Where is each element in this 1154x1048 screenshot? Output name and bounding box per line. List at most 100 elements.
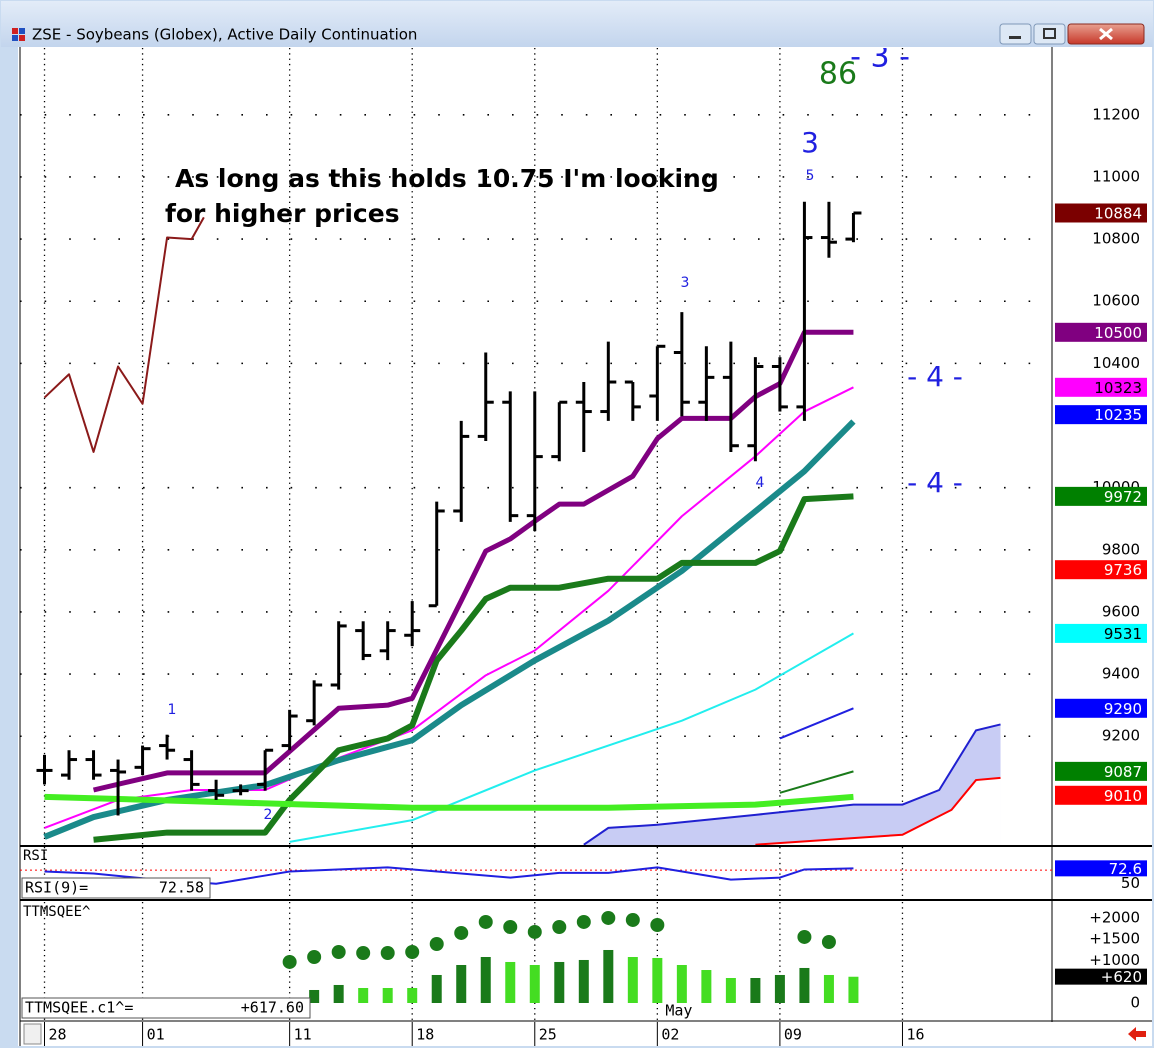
panel-title: TTMSQEE^ (23, 904, 90, 920)
indicator-line (92, 329, 854, 793)
annotation: 5 (806, 168, 815, 184)
annotation: for higher prices (165, 199, 400, 228)
indicator-line (779, 770, 854, 794)
price-marker (1055, 698, 1147, 718)
price-marker (1055, 203, 1147, 223)
y-tick-label: +1000 (1089, 951, 1140, 969)
squeeze-dot (454, 925, 469, 940)
histogram-bar (480, 957, 491, 1003)
price-marker (1055, 860, 1147, 877)
price-marker-label: 10884 (1094, 204, 1142, 222)
annotation: As long as this holds 10.75 I'm looking (175, 164, 719, 193)
histogram-bar (456, 964, 467, 1003)
squeeze-dot (576, 914, 591, 929)
x-tick-label: 28 (49, 1026, 67, 1044)
readout-value: 72.58 (159, 879, 204, 897)
indicator-line (93, 493, 854, 843)
squeeze-dot (380, 946, 395, 961)
histogram-bar (407, 987, 418, 1003)
scroll-arrow[interactable] (1128, 1027, 1146, 1041)
y-tick-label: 10400 (1092, 354, 1140, 372)
histogram-bar (578, 959, 589, 1003)
price-marker-label: 9290 (1104, 700, 1142, 718)
price-marker-label: 10500 (1094, 324, 1142, 342)
histogram-bar (505, 961, 516, 1003)
histogram-bar (603, 949, 614, 1003)
squeeze-dot (331, 944, 346, 959)
price-marker-label: 9736 (1104, 561, 1142, 579)
annotation: 86 (819, 57, 857, 92)
y-tick-label: 9600 (1102, 602, 1140, 620)
annotation: - 4 - (907, 466, 963, 499)
price-marker-label: +620 (1101, 968, 1142, 986)
maximize-button[interactable] (1033, 23, 1066, 45)
price-marker-label: 9531 (1104, 625, 1142, 643)
y-tick-label: +2000 (1089, 908, 1140, 926)
squeeze-dot (527, 924, 542, 939)
close-button[interactable] (1067, 23, 1145, 45)
price-panel: As long as this holds 10.75 I'm looking f… (20, 40, 1052, 845)
cloud-floor (755, 776, 1001, 845)
price-marker (1055, 968, 1147, 985)
x-tick-label: 11 (294, 1026, 312, 1044)
readout-box (21, 997, 311, 1019)
price-marker-label: 10235 (1094, 406, 1142, 424)
indicator-line (44, 793, 854, 811)
ttm-panel (43, 902, 904, 1020)
indicator-line (43, 216, 205, 453)
x-tick-label: 02 (661, 1026, 679, 1044)
x-tick-label: 16 (906, 1026, 924, 1044)
squeeze-dot (307, 950, 322, 965)
y-tick-label: 0 (1130, 993, 1140, 1011)
annotation: - 4 - (907, 360, 963, 393)
price-marker (1055, 761, 1147, 781)
histogram-bar (554, 961, 565, 1003)
y-tick-label: 9400 (1102, 665, 1140, 683)
histogram-bar (309, 989, 320, 1003)
y-tick-label: 9800 (1102, 540, 1140, 558)
squeeze-dot (282, 954, 297, 969)
price-marker (1055, 560, 1147, 580)
histogram-bar (848, 976, 859, 1003)
cloud-edge (583, 723, 1001, 845)
squeeze-dot (478, 914, 493, 929)
cloud-area (583, 724, 1001, 845)
x-tick-label: 09 (784, 1026, 802, 1044)
histogram-bar (750, 978, 761, 1003)
y-tick-label: 10600 (1092, 292, 1140, 310)
histogram-bar (823, 974, 834, 1003)
axes: 2801111825020916May920094009600980010000… (21, 105, 1147, 1046)
price-marker-label: 72.6 (1109, 860, 1142, 878)
annotation: - 3 - (850, 40, 910, 75)
price-marker (1055, 486, 1147, 506)
scrollbar-thumb[interactable] (23, 1023, 42, 1045)
y-tick-label: 9200 (1102, 727, 1140, 745)
readout-value: +617.60 (241, 999, 304, 1017)
price-marker-label: 9087 (1104, 763, 1142, 781)
readout-label: TTMSQEE.c1^= (25, 999, 133, 1017)
panel-title: RSI (23, 848, 48, 864)
x-tick-label: 18 (416, 1026, 434, 1044)
annotation: 3 (801, 126, 819, 159)
price-marker (1055, 377, 1147, 397)
annotation: 1 (168, 702, 177, 718)
y-tick-label: 50 (1121, 874, 1140, 892)
readout-box (21, 877, 211, 899)
price-marker (1055, 405, 1147, 425)
annotation: 4 (756, 475, 765, 491)
histogram-bar (774, 974, 785, 1003)
histogram-bar (529, 964, 540, 1003)
readout-label: RSI(9)= (25, 879, 88, 897)
y-tick-label: 10800 (1092, 230, 1140, 248)
y-tick-label: +1500 (1089, 930, 1140, 948)
app-icon (12, 28, 25, 41)
histogram-bar (652, 957, 663, 1003)
minimize-button[interactable] (999, 23, 1032, 45)
window-title: ZSE - Soybeans (Globex), Active Daily Co… (32, 26, 417, 44)
month-label: May (665, 1002, 692, 1020)
squeeze-dot (625, 912, 640, 927)
y-tick-label: 11000 (1092, 167, 1140, 185)
histogram-bar (676, 964, 687, 1003)
histogram-bar (358, 987, 369, 1003)
